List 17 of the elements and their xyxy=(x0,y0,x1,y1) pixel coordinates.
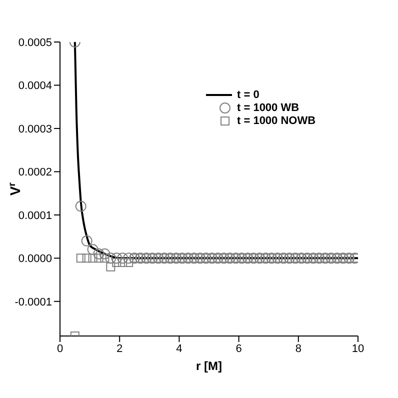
y-tick-label: 0.0000 xyxy=(18,253,52,266)
x-tick-label: 0 xyxy=(56,342,64,355)
y-tick-label: 0.0004 xyxy=(18,80,52,92)
y-tick-label: 0.0003 xyxy=(18,123,52,136)
legend-label: t = 1000 WB xyxy=(237,102,300,114)
y-tick-label: 0.0002 xyxy=(18,166,52,179)
y-tick-label: -0.0001 xyxy=(14,296,52,308)
y-tick-label: 0.0005 xyxy=(18,36,52,49)
x-tick-label: 4 xyxy=(176,342,182,355)
legend-label: t = 1000 NOWB xyxy=(237,114,316,126)
x-tick-label: 10 xyxy=(352,342,364,355)
y-tick-label: 0.0001 xyxy=(18,210,52,222)
x-tick-label: 2 xyxy=(116,342,123,355)
x-tick-label: 8 xyxy=(295,342,302,355)
x-axis-title: r [M] xyxy=(196,359,222,373)
legend-label: t = 0 xyxy=(237,88,260,100)
x-tick-label: 6 xyxy=(236,342,242,355)
